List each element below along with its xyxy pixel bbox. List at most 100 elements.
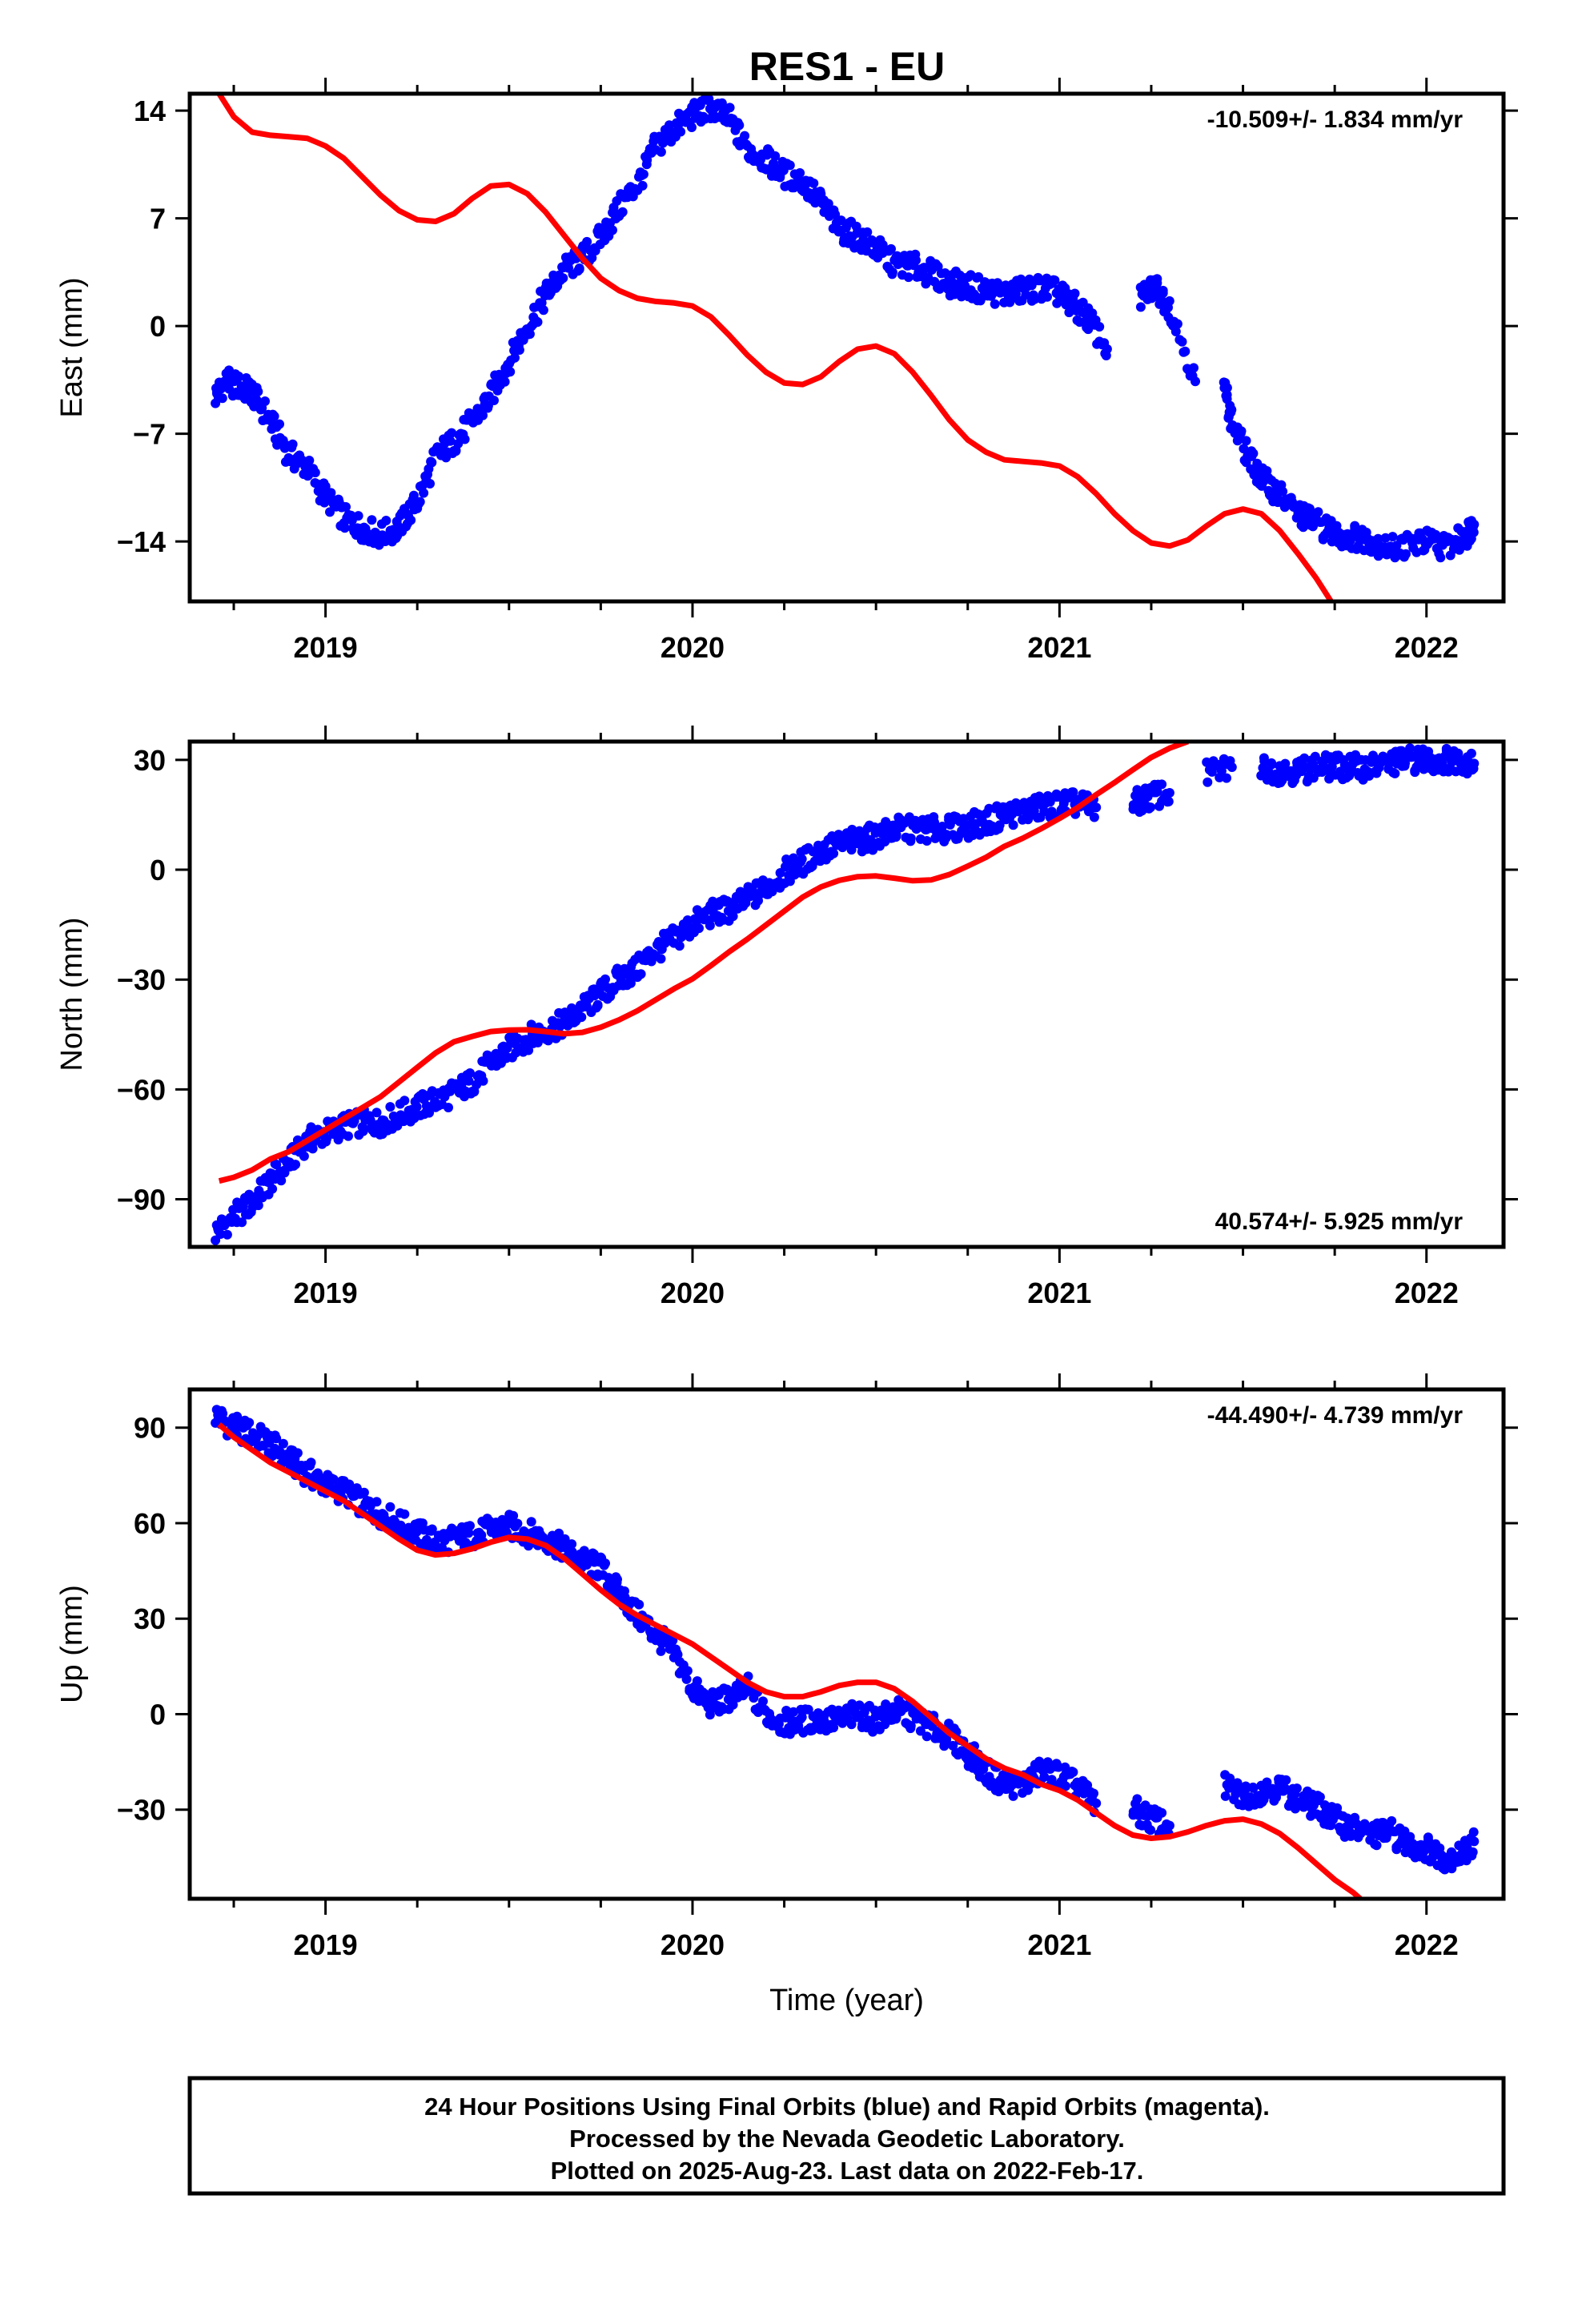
data-point	[326, 488, 336, 498]
data-point	[854, 1700, 865, 1711]
data-point	[1091, 802, 1102, 813]
data-point	[911, 255, 921, 265]
data-point	[1216, 766, 1227, 776]
data-points	[211, 1405, 1480, 1875]
data-point	[634, 1599, 644, 1610]
rate-label: 40.574+/- 5.925 mm/yr	[1215, 1208, 1464, 1235]
data-point	[1068, 1767, 1078, 1777]
data-point	[460, 434, 470, 444]
data-point	[656, 1646, 666, 1656]
data-point	[526, 1517, 536, 1527]
data-point	[582, 236, 592, 247]
data-point	[464, 1528, 474, 1538]
data-point	[291, 1160, 300, 1170]
data-point	[260, 396, 270, 406]
data-point	[694, 923, 704, 934]
data-point	[1227, 762, 1237, 772]
footer-line-1: 24 Hour Positions Using Final Orbits (bl…	[424, 2093, 1270, 2121]
data-point	[1061, 1781, 1070, 1791]
data-point	[1248, 1783, 1259, 1793]
data-point	[600, 1558, 610, 1569]
data-point	[343, 1131, 353, 1141]
data-point	[1068, 787, 1078, 798]
data-point	[656, 147, 666, 157]
data-point	[339, 523, 350, 533]
footer-line-3: Plotted on 2025-Aug-23. Last data on 202…	[551, 2157, 1144, 2185]
data-point	[267, 1184, 278, 1194]
data-point	[412, 1526, 422, 1537]
data-point	[304, 456, 315, 465]
data-point	[489, 396, 499, 405]
x-tick-label: 2020	[661, 1277, 725, 1309]
data-point	[1387, 1815, 1397, 1826]
data-point	[276, 1176, 287, 1186]
data-point	[1039, 1771, 1050, 1782]
y-tick-label: 0	[150, 310, 166, 343]
footer-line-2: Processed by the Nevada Geodetic Laborat…	[569, 2125, 1125, 2153]
data-point	[244, 1417, 255, 1428]
data-point	[830, 209, 841, 219]
plot-frame	[187, 91, 1506, 604]
x-tick-label: 2019	[294, 1277, 358, 1309]
data-point	[560, 1534, 570, 1544]
data-point	[1180, 346, 1191, 356]
x-tick-label: 2022	[1395, 1928, 1459, 1961]
y-tick-label: −60	[117, 1073, 166, 1106]
data-point	[1469, 519, 1480, 529]
rate-label: -10.509+/- 1.834 mm/yr	[1207, 107, 1464, 133]
x-tick-label: 2019	[294, 1928, 358, 1961]
data-point	[740, 131, 750, 141]
data-point	[1468, 1827, 1479, 1837]
model-line	[217, 1422, 1363, 1899]
data-point	[532, 317, 543, 328]
x-tick-label: 2020	[661, 631, 725, 664]
data-point	[217, 393, 227, 404]
data-point	[1469, 758, 1480, 769]
data-point	[299, 1151, 309, 1161]
data-point	[1021, 290, 1031, 300]
data-point	[1313, 507, 1323, 517]
data-point	[938, 822, 947, 831]
data-point	[275, 419, 284, 429]
data-point	[478, 410, 488, 420]
x-tick-label: 2021	[1027, 631, 1091, 664]
data-point	[1222, 383, 1232, 393]
data-point	[1172, 319, 1182, 329]
chart-title: RES1 - EU	[749, 44, 946, 89]
data-point	[1039, 806, 1050, 817]
data-point	[1010, 289, 1021, 299]
data-point	[400, 1509, 410, 1519]
data-point	[600, 974, 610, 984]
data-point	[322, 1133, 332, 1144]
data-point	[687, 123, 697, 132]
y-tick-label: −90	[117, 1184, 166, 1216]
data-point	[785, 160, 795, 171]
data-point	[734, 120, 745, 131]
data-point	[636, 969, 646, 979]
data-point	[427, 457, 437, 468]
data-point	[1222, 773, 1231, 783]
data-point	[278, 1438, 288, 1449]
data-point	[728, 1699, 738, 1710]
data-point	[803, 1704, 813, 1715]
data-point	[1405, 743, 1415, 754]
y-axis-label: Up (mm)	[55, 1585, 89, 1703]
data-point	[673, 1650, 683, 1660]
data-point	[1091, 1798, 1102, 1808]
data-point	[567, 1539, 577, 1550]
data-point	[612, 1574, 622, 1585]
x-tick-label: 2021	[1027, 1928, 1091, 1961]
data-point	[846, 845, 857, 855]
data-point	[1401, 549, 1411, 559]
data-point	[1030, 294, 1040, 304]
data-point	[797, 1712, 807, 1723]
data-point	[1262, 1777, 1272, 1787]
data-point	[1191, 376, 1200, 387]
data-point	[1157, 779, 1167, 790]
plot-frame	[187, 1387, 1506, 1901]
data-point	[795, 168, 805, 178]
data-point	[797, 854, 807, 864]
data-point	[222, 1229, 232, 1240]
data-point	[307, 1144, 318, 1154]
